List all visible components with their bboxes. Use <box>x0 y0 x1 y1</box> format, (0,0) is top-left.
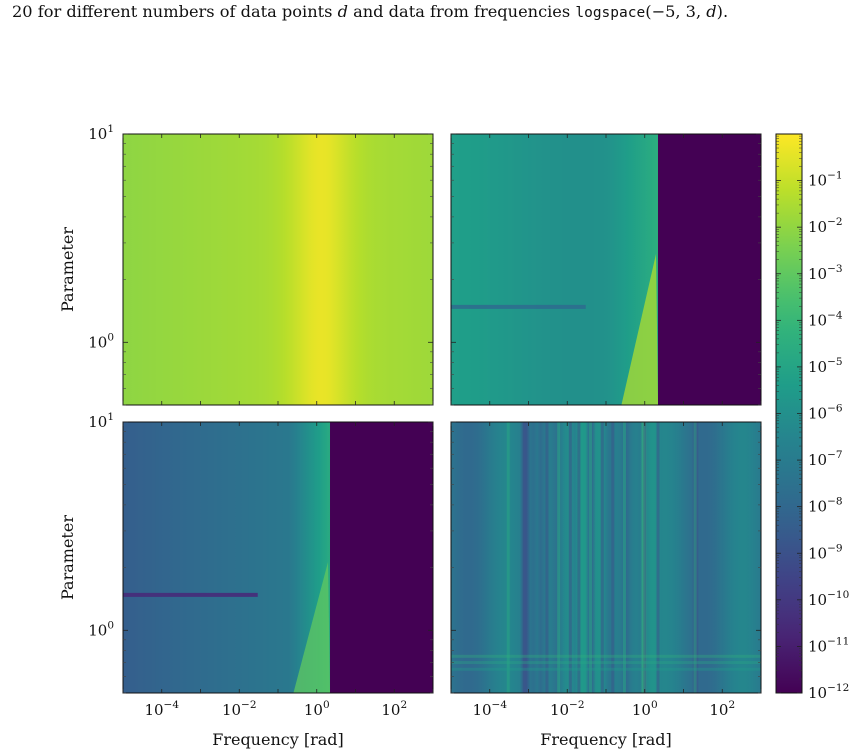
parameter-band <box>451 304 586 309</box>
x-tick-label: 100 <box>632 699 658 719</box>
colorbar-tick-label: 10−1 <box>808 170 843 190</box>
resonance-stripe <box>545 422 549 693</box>
x-tick-label: 10−4 <box>472 699 507 719</box>
colorbar-tick-label: 10−10 <box>808 589 849 609</box>
panel-ticks <box>450 133 762 406</box>
heatmap-panel-1-2 <box>450 133 762 406</box>
y-axis-label: Parameter <box>58 227 77 312</box>
y-tick-label: 101 <box>88 411 114 431</box>
resonance-stripe <box>693 422 697 693</box>
cutoff-region <box>330 422 433 693</box>
colorbar-tick-label: 10−5 <box>808 356 843 376</box>
caption-text-2: and data from frequencies <box>347 2 576 21</box>
x-axis-label: Frequency [rad] <box>212 730 344 749</box>
x-axis-label: Frequency [rad] <box>540 730 672 749</box>
caption-var-d: d <box>337 2 348 21</box>
y-tick-label: 100 <box>88 619 114 639</box>
caption-text-1: 20 for different numbers of data points <box>12 2 338 21</box>
y-tick-label: 101 <box>88 123 114 143</box>
colorbar-tick-label: 10−7 <box>808 449 843 469</box>
figure-caption: 20 for different numbers of data points … <box>12 2 857 21</box>
caption-args-var: d <box>706 2 717 21</box>
colorbar-tick-label: 10−2 <box>808 216 843 236</box>
horizontal-streak <box>451 654 761 658</box>
resonance-stripe <box>577 422 581 693</box>
bright-wedge <box>293 562 331 693</box>
colorbar-tick-label: 10−6 <box>808 403 843 423</box>
colorbar-tick-label: 10−4 <box>808 309 843 329</box>
resonance-stripe <box>656 422 660 693</box>
heatmap-panel-2-1 <box>122 421 434 694</box>
y-axis-label: Parameter <box>58 515 77 600</box>
colorbar-tick-label: 10−9 <box>808 542 843 562</box>
bright-wedge <box>621 254 659 405</box>
resonance-stripe <box>589 422 593 693</box>
x-tick-label: 102 <box>381 699 407 719</box>
resonance-stripe <box>611 422 615 693</box>
y-tick-label: 100 <box>88 331 114 351</box>
resonance-stripe <box>506 422 510 693</box>
x-tick-label: 10−2 <box>222 699 257 719</box>
resonance-stripe <box>622 422 626 693</box>
colorbar-tick-label: 10−11 <box>808 635 849 655</box>
caption-args-open: (−5, 3, <box>645 2 707 21</box>
colorbar-tick-label: 10−12 <box>808 682 849 702</box>
horizontal-streak <box>451 667 761 671</box>
horizontal-streak <box>451 661 761 665</box>
colorbar-tick-label: 10−8 <box>808 496 843 516</box>
x-tick-label: 10−4 <box>144 699 179 719</box>
panel-ticks <box>122 133 434 406</box>
heatmap-panel-2-2 <box>450 421 762 694</box>
x-tick-label: 102 <box>709 699 735 719</box>
parameter-band <box>123 592 258 597</box>
caption-code: logspace <box>575 5 646 21</box>
resonance-stripe <box>568 422 572 693</box>
panel-ticks <box>450 421 762 694</box>
colorbar-tick-label: 10−3 <box>808 263 843 283</box>
x-tick-label: 100 <box>304 699 330 719</box>
x-tick-label: 10−2 <box>550 699 585 719</box>
caption-args-close: ). <box>716 2 729 21</box>
cutoff-region <box>658 134 761 405</box>
heatmap-panel-1-1 <box>122 133 434 406</box>
resonance-stripe <box>523 422 527 693</box>
panel-ticks <box>122 421 434 694</box>
heatmap-field <box>123 134 433 405</box>
resonance-stripe <box>600 422 604 693</box>
resonance-stripe <box>643 422 647 693</box>
heatmap-field <box>451 422 761 693</box>
resonance-stripe <box>557 422 561 693</box>
